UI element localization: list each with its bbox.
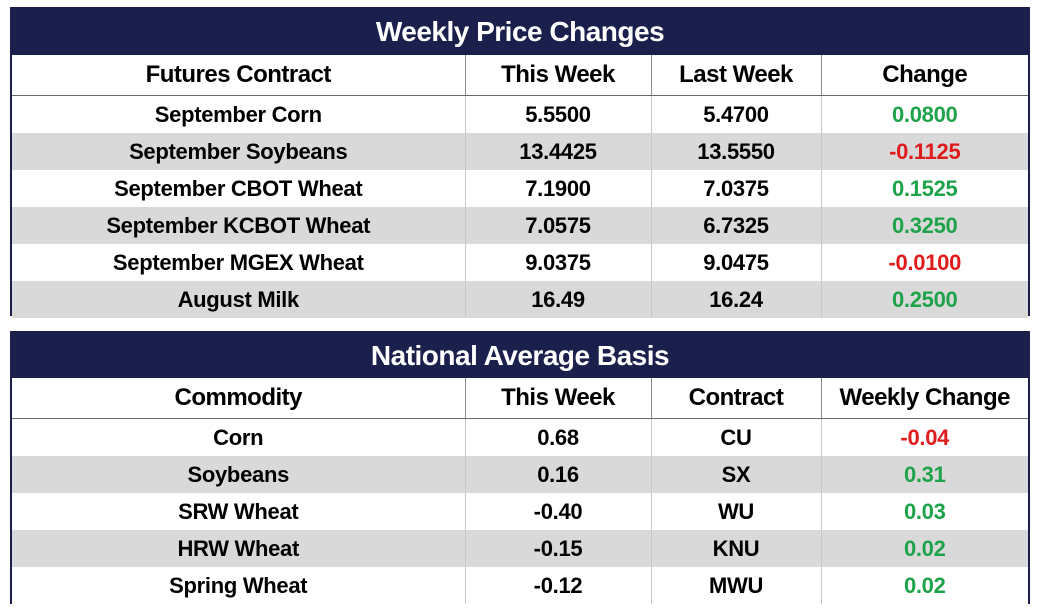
- contract-cell: CU: [651, 418, 822, 456]
- table-row: Corn 0.68 CU -0.04: [12, 418, 1028, 456]
- this-week-cell: -0.40: [465, 493, 652, 530]
- column-header-change: Change: [821, 55, 1028, 96]
- table-row: Soybeans 0.16 SX 0.31: [12, 456, 1028, 493]
- commodity-cell: SRW Wheat: [12, 493, 466, 530]
- contract-cell: August Milk: [12, 281, 466, 318]
- last-week-cell: 6.7325: [651, 207, 822, 244]
- contract-cell: WU: [651, 493, 822, 530]
- contract-cell: September MGEX Wheat: [12, 244, 466, 281]
- table-row: August Milk 16.49 16.24 0.2500: [12, 281, 1028, 318]
- table-row: September CBOT Wheat 7.1900 7.0375 0.152…: [12, 170, 1028, 207]
- table-header-row: Futures Contract This Week Last Week Cha…: [12, 55, 1028, 96]
- weekly-price-changes-title: Weekly Price Changes: [12, 9, 1028, 55]
- this-week-cell: -0.15: [465, 530, 652, 567]
- table-header-row: Commodity This Week Contract Weekly Chan…: [12, 378, 1028, 419]
- column-header-this-week: This Week: [465, 378, 652, 419]
- contract-cell: September CBOT Wheat: [12, 170, 466, 207]
- change-cell: -0.1125: [821, 133, 1028, 170]
- last-week-cell: 7.0375: [651, 170, 822, 207]
- last-week-cell: 9.0475: [651, 244, 822, 281]
- commodity-cell: Spring Wheat: [12, 567, 466, 604]
- weekly-change-cell: 0.31: [821, 456, 1028, 493]
- national-average-basis-title: National Average Basis: [12, 333, 1028, 378]
- this-week-cell: -0.12: [465, 567, 652, 604]
- weekly-price-changes-table: Futures Contract This Week Last Week Cha…: [12, 55, 1028, 318]
- column-header-contract: Contract: [651, 378, 822, 419]
- table-row: September Corn 5.5500 5.4700 0.0800: [12, 95, 1028, 133]
- this-week-cell: 7.1900: [465, 170, 652, 207]
- contract-cell: September Soybeans: [12, 133, 466, 170]
- contract-cell: MWU: [651, 567, 822, 604]
- this-week-cell: 5.5500: [465, 95, 652, 133]
- weekly-change-cell: -0.04: [821, 418, 1028, 456]
- weekly-change-cell: 0.02: [821, 567, 1028, 604]
- contract-cell: SX: [651, 456, 822, 493]
- this-week-cell: 9.0375: [465, 244, 652, 281]
- this-week-cell: 16.49: [465, 281, 652, 318]
- column-header-last-week: Last Week: [651, 55, 822, 96]
- weekly-change-cell: 0.02: [821, 530, 1028, 567]
- last-week-cell: 16.24: [651, 281, 822, 318]
- last-week-cell: 5.4700: [651, 95, 822, 133]
- national-average-basis-panel: National Average Basis Commodity This We…: [10, 331, 1030, 604]
- table-row: HRW Wheat -0.15 KNU 0.02: [12, 530, 1028, 567]
- national-average-basis-table: Commodity This Week Contract Weekly Chan…: [12, 378, 1028, 604]
- table-row: Spring Wheat -0.12 MWU 0.02: [12, 567, 1028, 604]
- change-cell: 0.1525: [821, 170, 1028, 207]
- table-row: September KCBOT Wheat 7.0575 6.7325 0.32…: [12, 207, 1028, 244]
- commodity-cell: HRW Wheat: [12, 530, 466, 567]
- change-cell: -0.0100: [821, 244, 1028, 281]
- change-cell: 0.0800: [821, 95, 1028, 133]
- contract-cell: September KCBOT Wheat: [12, 207, 466, 244]
- this-week-cell: 7.0575: [465, 207, 652, 244]
- commodity-cell: Soybeans: [12, 456, 466, 493]
- last-week-cell: 13.5550: [651, 133, 822, 170]
- this-week-cell: 13.4425: [465, 133, 652, 170]
- table-row: September Soybeans 13.4425 13.5550 -0.11…: [12, 133, 1028, 170]
- change-cell: 0.3250: [821, 207, 1028, 244]
- column-header-this-week: This Week: [465, 55, 652, 96]
- this-week-cell: 0.68: [465, 418, 652, 456]
- change-cell: 0.2500: [821, 281, 1028, 318]
- column-header-commodity: Commodity: [12, 378, 466, 419]
- column-header-futures-contract: Futures Contract: [12, 55, 466, 96]
- weekly-price-changes-panel: Weekly Price Changes Futures Contract Th…: [10, 7, 1030, 318]
- this-week-cell: 0.16: [465, 456, 652, 493]
- contract-cell: KNU: [651, 530, 822, 567]
- column-header-weekly-change: Weekly Change: [821, 378, 1028, 419]
- contract-cell: September Corn: [12, 95, 466, 133]
- commodity-cell: Corn: [12, 418, 466, 456]
- table-row: SRW Wheat -0.40 WU 0.03: [12, 493, 1028, 530]
- weekly-change-cell: 0.03: [821, 493, 1028, 530]
- table-row: September MGEX Wheat 9.0375 9.0475 -0.01…: [12, 244, 1028, 281]
